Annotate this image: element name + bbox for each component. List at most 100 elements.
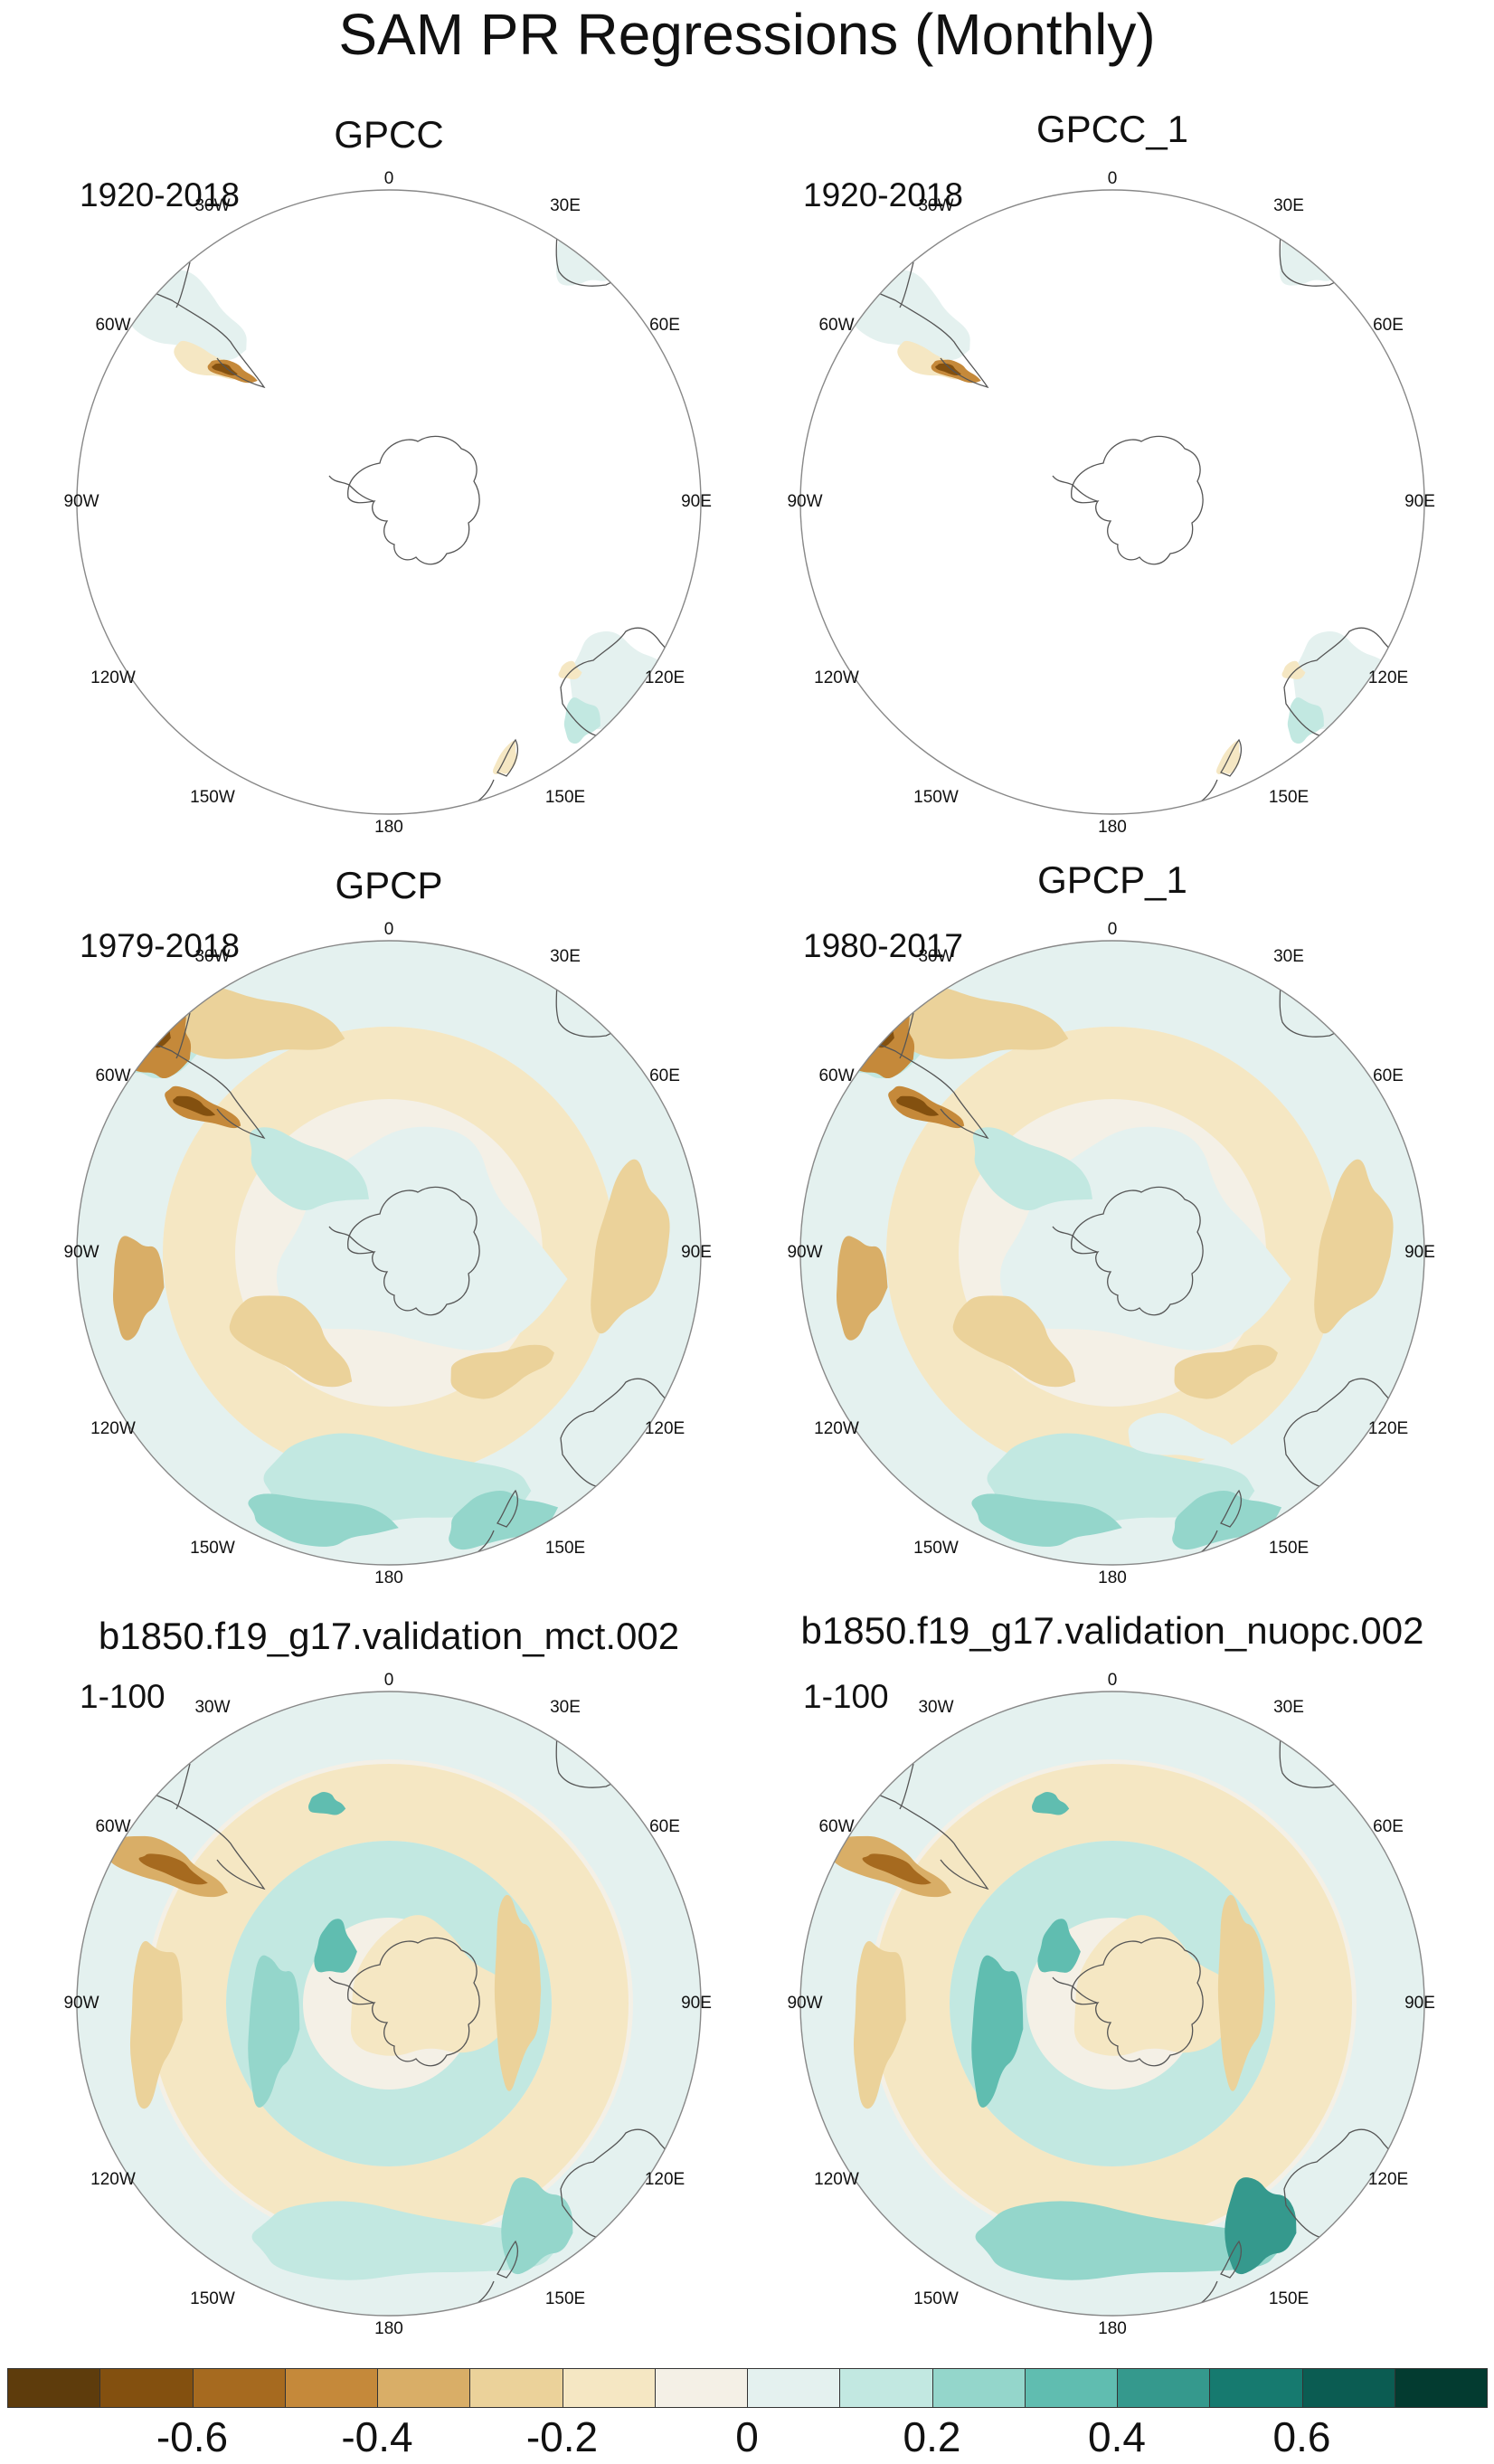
- panel-title: GPCC: [334, 113, 444, 156]
- panel-period: 1-100: [80, 1678, 165, 1715]
- indian-ocean-dry: [1314, 1159, 1394, 1334]
- drake-dry-max: [142, 1013, 171, 1048]
- longitude-label: 180: [374, 2319, 403, 2338]
- longitude-label: 30E: [1273, 1698, 1304, 1717]
- colorbar-tick-label: 0.4: [1088, 2413, 1146, 2460]
- polar-map: 0 30E 60E 90E 120E 150E 180 150W 120W 90W 60W 30W: [63, 920, 712, 1587]
- tasman-wet-core: [1225, 2177, 1297, 2275]
- antarctica-coast: [347, 435, 480, 565]
- gpcp-field: [77, 941, 701, 1565]
- subpolar-wet-ring: [226, 1841, 552, 2166]
- ross-sea-dry: [952, 1295, 1076, 1388]
- map-border: [799, 940, 1425, 1566]
- madagascar-coast: [1370, 254, 1392, 269]
- colorbar-bin: [192, 2368, 286, 2408]
- colorbar-bin: [284, 2368, 378, 2408]
- madagascar-coast: [647, 1005, 668, 1019]
- new-zealand-coast: [1200, 738, 1243, 802]
- colorbar-bin: [1301, 2368, 1395, 2408]
- bellingshausen-wet: [249, 1127, 369, 1210]
- antarctica-coast: [1071, 1937, 1204, 2067]
- new-zealand-coast: [477, 1489, 519, 1553]
- longitude-label: 90E: [681, 1243, 712, 1262]
- subpolar-wet-ring: [950, 1841, 1275, 2166]
- atlantic-wet-spot: [308, 1791, 346, 1815]
- pacific-wet-core: [971, 1493, 1122, 1547]
- tasman-wet: [449, 1491, 559, 1550]
- longitude-label: 120E: [645, 2170, 685, 2189]
- longitude-label: 30W: [918, 196, 953, 215]
- longitude-label: 60E: [649, 1066, 680, 1085]
- longitude-label: 0: [1108, 169, 1118, 188]
- antarctic-peninsula-coast: [1052, 1976, 1098, 2004]
- colorbar-bin: [1024, 2368, 1118, 2408]
- southern-ocean-dry: [450, 1344, 554, 1399]
- panel-title: b1850.f19_g17.validation_nuopc.002: [800, 1609, 1424, 1652]
- midlatitude-dry-ring: [149, 1764, 629, 2243]
- andes-dry-core: [896, 1095, 940, 1116]
- polar-map: 0 30E 60E 90E 120E 150E 180 150W 120W 90W 60W 30W: [787, 169, 1434, 837]
- colorbar-bin: [1117, 2368, 1211, 2408]
- longitude-label: 120W: [814, 668, 859, 687]
- longitude-label: 30W: [194, 196, 230, 215]
- map-border: [76, 940, 702, 1566]
- longitude-label: 120W: [90, 1419, 136, 1438]
- longitude-label: 180: [374, 1568, 403, 1587]
- antarctic-peninsula-coast: [328, 475, 374, 502]
- longitude-label: 90W: [63, 492, 99, 511]
- africa-land: [555, 203, 627, 286]
- indian-dry-arc: [1217, 1894, 1265, 2091]
- antarctic-peninsula-coast: [328, 1976, 374, 2004]
- antarctica-coast: [1071, 435, 1204, 565]
- south-pacific-wet: [975, 2201, 1279, 2280]
- longitude-label: 0: [1108, 1671, 1118, 1690]
- gpcp-field: [800, 941, 1424, 1565]
- pacific-dry-arc: [853, 1940, 906, 2109]
- colorbar-tick-label: -0.4: [341, 2413, 413, 2460]
- longitude-label: 120E: [645, 668, 685, 687]
- australia-se-wet: [563, 697, 600, 744]
- antarctic-peninsula-coast: [328, 1226, 374, 1253]
- panel-period: 1-100: [803, 1678, 889, 1715]
- andes-dry-core: [862, 1853, 931, 1885]
- panel-title: GPCC_1: [1035, 108, 1189, 150]
- longitude-label: 90W: [787, 1994, 822, 2013]
- map-panel-4: 0 30E 60E 90E 120E 150E 180 150W 120W 90W 60W 30W GP…: [751, 850, 1474, 1601]
- andes-dry-core: [138, 1853, 208, 1885]
- madagascar-coast: [647, 254, 668, 269]
- longitude-label: 180: [374, 818, 403, 837]
- longitude-label: 60E: [1373, 316, 1404, 335]
- south-america-coast: [858, 1012, 989, 1140]
- south-america-coast: [135, 261, 266, 389]
- longitude-label: 90E: [681, 492, 712, 511]
- south-america-coast: [858, 1763, 989, 1891]
- australia-sw-dry: [1281, 660, 1306, 680]
- longitude-label: 120W: [814, 1419, 859, 1438]
- colorbar-tick-label: 0.6: [1272, 2413, 1331, 2460]
- pacific-dry: [836, 1236, 888, 1341]
- panel-period: 1980-2017: [803, 927, 963, 964]
- longitude-label: 60W: [95, 1817, 130, 1836]
- panel-title: GPCP_1: [1037, 858, 1187, 901]
- australia-se-wet: [1287, 697, 1324, 744]
- drake-dry-max: [865, 1013, 894, 1048]
- colorbar-bin: [747, 2368, 841, 2408]
- panel-title: b1850.f19_g17.validation_mct.002: [98, 1615, 680, 1657]
- longitude-label: 90W: [787, 492, 822, 511]
- longitude-label: 60E: [649, 1817, 680, 1836]
- south-america-coast: [135, 1763, 266, 1891]
- longitude-label: 180: [1098, 2319, 1127, 2338]
- longitude-label: 0: [384, 1671, 394, 1690]
- antarctica-coast: [1071, 1186, 1204, 1316]
- model-field: [77, 1692, 701, 2316]
- longitude-label: 150W: [190, 1539, 235, 1558]
- longitude-label: 60E: [1373, 1066, 1404, 1085]
- longitude-label: 30W: [194, 947, 230, 966]
- longitude-label: 90E: [1404, 1243, 1435, 1262]
- longitude-label: 150E: [1269, 788, 1309, 807]
- colorbar-bin: [562, 2368, 656, 2408]
- longitude-label: 180: [1098, 1568, 1127, 1587]
- longitude-label: 120E: [645, 1419, 685, 1438]
- atlantic-wet-spot: [1032, 1791, 1070, 1815]
- map-border: [799, 189, 1425, 815]
